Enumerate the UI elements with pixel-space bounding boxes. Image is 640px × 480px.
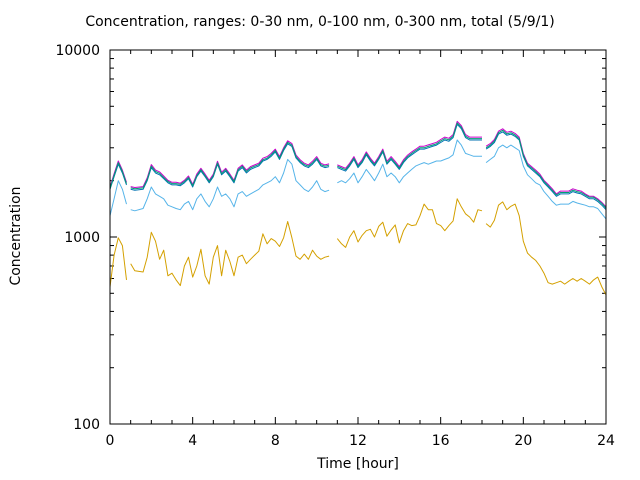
series-line-5 [130,141,330,190]
y-axis-label: Concentration [8,186,24,286]
y-tick-label: 100 [73,417,100,433]
plot-frame [109,49,607,425]
series-line-1 [130,221,330,287]
series-group [109,120,607,296]
x-tick-label: 20 [514,433,532,449]
x-tick-label: 12 [349,433,367,449]
series-line-5 [109,162,127,189]
x-tick-label: 4 [188,433,197,449]
y-tick-label: 1000 [64,230,100,246]
x-tick-label: 24 [597,433,615,449]
series-line-4 [485,128,607,208]
series-line-3 [485,131,607,211]
series-line-2 [337,139,482,184]
series-line-2 [485,144,607,220]
chart-title: Concentration, ranges: 0-30 nm, 0-100 nm… [85,14,555,30]
tick-labels: 0 4 8 12 16 20 24 100 1000 10000 [55,43,615,449]
x-tick-label: 16 [432,433,450,449]
x-tick-label: 0 [106,433,115,449]
series-line-5 [337,122,482,171]
series-line-3 [130,143,330,191]
series-line-4 [337,120,482,169]
axis-ticks [109,50,607,425]
series-line-4 [130,140,330,188]
series-line-1 [109,237,127,288]
series-line-1 [485,201,607,296]
y-tick-label: 10000 [55,43,100,59]
series-line-1 [336,198,483,248]
series-line-2 [109,180,127,216]
x-tick-label: 8 [271,433,280,449]
series-line-2 [130,158,330,212]
series-line-3 [337,123,482,172]
x-axis-label: Time [hour] [317,456,399,472]
series-line-5 [485,129,607,209]
